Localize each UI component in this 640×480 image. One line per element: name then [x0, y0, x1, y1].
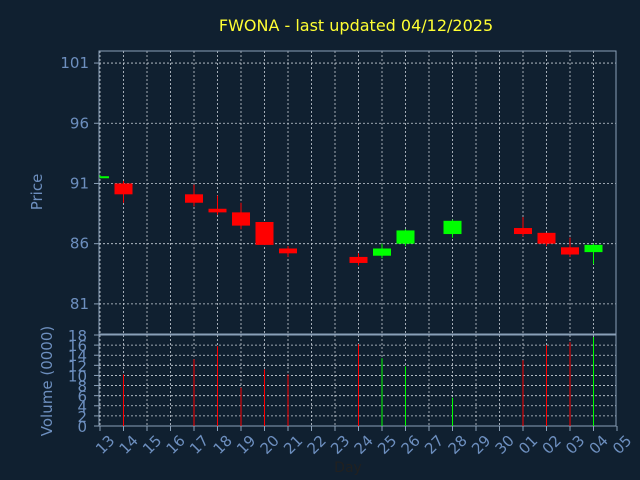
candle-body	[561, 247, 579, 255]
volume-axis-label: Volume (0000)	[38, 326, 56, 436]
x-tick-label: 28	[445, 432, 471, 458]
candle-body	[396, 230, 415, 244]
volume-tick-label: 14	[68, 347, 87, 365]
x-tick-label: 01	[515, 432, 541, 458]
x-tick-label: 02	[539, 432, 565, 458]
x-tick-label: 16	[163, 432, 189, 458]
x-tick-label: 18	[210, 432, 236, 458]
volume-tick-label: 8	[77, 378, 87, 396]
candle-body	[373, 248, 391, 256]
volume-tick-label: 2	[77, 408, 87, 426]
price-grid	[99, 51, 616, 334]
x-tick-label: 17	[186, 432, 212, 458]
x-tick-label: 14	[116, 432, 142, 458]
x-tick-label: 15	[139, 432, 165, 458]
volume-bars	[123, 337, 594, 426]
price-panel-frame	[98, 50, 617, 335]
price-tick-label: 81	[70, 295, 89, 313]
price-candles	[99, 175, 603, 266]
price-axis-ticks: 81 86 91 96 101	[60, 54, 99, 313]
x-tick-label: 04	[586, 432, 612, 458]
x-tick-label: 21	[280, 432, 306, 458]
candle-body	[100, 176, 109, 179]
volume-grid	[99, 335, 616, 426]
x-tick-label: 23	[327, 432, 353, 458]
price-tick-label: 101	[60, 54, 89, 72]
x-tick-label: 05	[609, 432, 635, 458]
x-tick-label: 29	[468, 432, 494, 458]
volume-tick-label: 16	[68, 337, 87, 355]
x-tick-label: 20	[257, 432, 283, 458]
x-tick-label: 22	[304, 432, 330, 458]
volume-tick-label: 12	[68, 357, 87, 375]
candle-body	[232, 212, 250, 226]
price-tick-label: 86	[70, 235, 89, 253]
volume-tick-label: 6	[77, 388, 87, 406]
candle-body	[584, 244, 603, 253]
x-tick-label: 26	[398, 432, 424, 458]
candle-body	[537, 232, 556, 244]
candle-body	[514, 228, 532, 235]
candle-body	[443, 220, 462, 235]
x-tick-label: 13	[92, 432, 118, 458]
x-tick-label: 24	[351, 432, 377, 458]
volume-panel-frame	[98, 334, 617, 427]
volume-tick-label: 10	[68, 367, 87, 385]
x-tick-label: 30	[492, 432, 518, 458]
price-axis-label: Price	[28, 174, 46, 211]
x-tick-label: 25	[374, 432, 400, 458]
chart-title: FWONA - last updated 04/12/2025	[219, 16, 493, 35]
x-tick-label: 19	[233, 432, 259, 458]
candle-body	[185, 194, 203, 203]
price-tick-label: 91	[70, 174, 89, 192]
x-tick-label: 27	[421, 432, 447, 458]
candle-body	[208, 208, 227, 213]
x-axis-label: Day	[334, 460, 362, 476]
candle-body	[114, 183, 133, 195]
volume-tick-label: 4	[77, 398, 87, 416]
price-tick-label: 96	[70, 114, 89, 132]
volume-tick-label: 18	[68, 327, 87, 345]
candle-body	[349, 256, 368, 263]
volume-tick-label: 0	[77, 418, 87, 436]
candle-body	[279, 248, 297, 254]
candle-body	[255, 222, 274, 245]
x-tick-label: 03	[562, 432, 588, 458]
x-axis-ticks: 1314151617181920212223242526272829300102…	[92, 426, 635, 458]
